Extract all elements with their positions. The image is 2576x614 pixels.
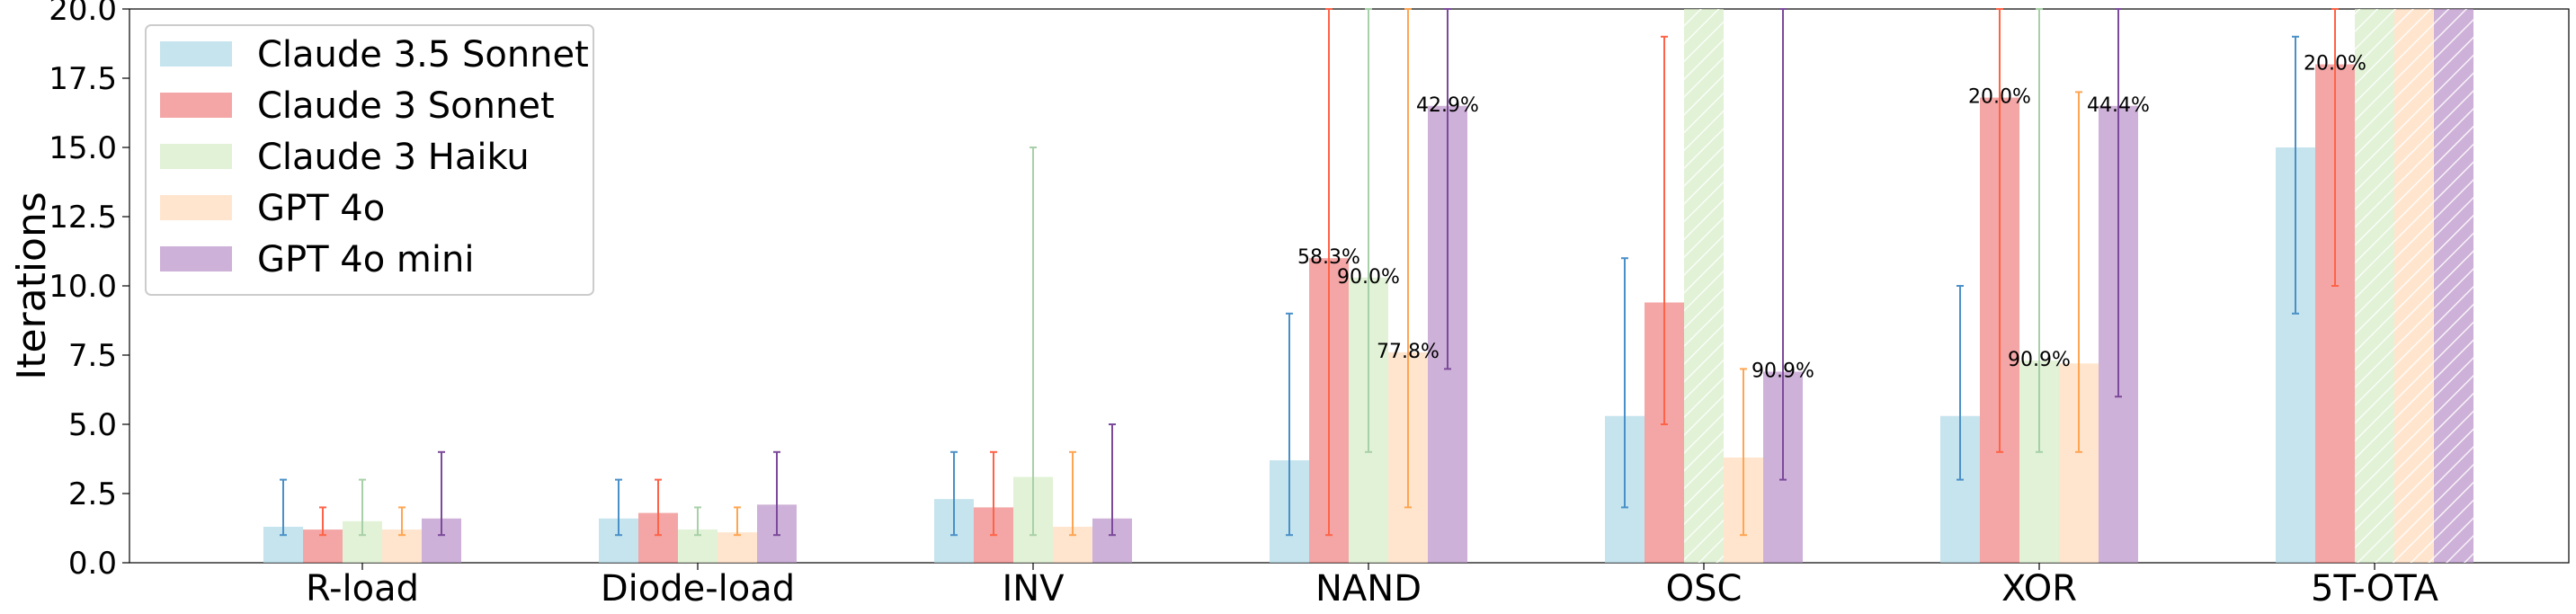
legend-box — [145, 24, 594, 296]
legend-items: Claude 3.5 Sonnet Claude 3 Sonnet Claude 3… — [160, 34, 589, 280]
percentage-labels-layer: 58.3%90.0% 77.8% 42.9% 90.9% 20.0% 90.9% 44.4%… — [1297, 53, 2367, 383]
y-tick-label: 15.0 — [49, 130, 117, 166]
y-tick-label: 7.5 — [68, 338, 117, 374]
x-tick-label: OSC — [1666, 568, 1743, 610]
errorbars-layer — [280, 8, 2339, 537]
bar-hatch — [2394, 9, 2434, 563]
x-tick-label: 5T-OTA — [2311, 568, 2439, 610]
x-tick-label: Diode-load — [601, 568, 795, 610]
data-label: 90.9% — [1752, 360, 1814, 382]
legend-label: GPT 4o mini — [257, 239, 474, 280]
x-axis: R-load Diode-load INV NAND OSC XOR 5T-OTA — [306, 563, 2439, 610]
data-label: 58.3% — [1297, 246, 1360, 269]
bar — [718, 532, 757, 563]
bar-hatch — [2355, 9, 2394, 563]
x-tick-label: R-load — [306, 568, 419, 610]
y-tick-label: 2.5 — [68, 476, 117, 512]
legend: Claude 3.5 Sonnet Claude 3 Sonnet Claude 3… — [145, 24, 594, 296]
legend-label: Claude 3 Haiku — [257, 137, 530, 178]
y-axis: 0.0 2.5 5.0 7.5 10.0 12.5 15.0 17.5 20.0 — [49, 0, 129, 582]
data-label: 90.0% — [1337, 266, 1400, 289]
data-label: 42.9% — [1416, 94, 1479, 117]
bar-hatch — [1684, 9, 1724, 563]
x-tick-label: XOR — [2001, 568, 2077, 610]
x-tick-label: NAND — [1315, 568, 1422, 610]
legend-swatch — [160, 195, 232, 220]
data-label: 20.0% — [1968, 86, 2031, 109]
y-tick-label: 10.0 — [49, 269, 117, 305]
x-tick-label: INV — [1002, 568, 1065, 610]
legend-swatch — [160, 41, 232, 67]
y-tick-label: 17.5 — [49, 61, 117, 97]
legend-swatch — [160, 144, 232, 169]
bar-hatch — [2434, 9, 2473, 563]
legend-label: Claude 3.5 Sonnet — [257, 34, 589, 76]
data-label: 90.9% — [2008, 349, 2071, 371]
y-tick-label: 5.0 — [68, 407, 117, 443]
data-label: 20.0% — [2304, 53, 2367, 76]
legend-swatch — [160, 93, 232, 118]
legend-label: Claude 3 Sonnet — [257, 85, 555, 127]
data-label: 77.8% — [1377, 341, 1440, 363]
y-tick-label: 20.0 — [49, 0, 117, 28]
y-axis-label: Iterations — [9, 191, 55, 380]
legend-swatch — [160, 246, 232, 271]
y-tick-label: 12.5 — [49, 200, 117, 236]
legend-label: GPT 4o — [257, 188, 385, 229]
y-tick-label: 0.0 — [68, 546, 117, 582]
data-label: 44.4% — [2087, 94, 2150, 117]
